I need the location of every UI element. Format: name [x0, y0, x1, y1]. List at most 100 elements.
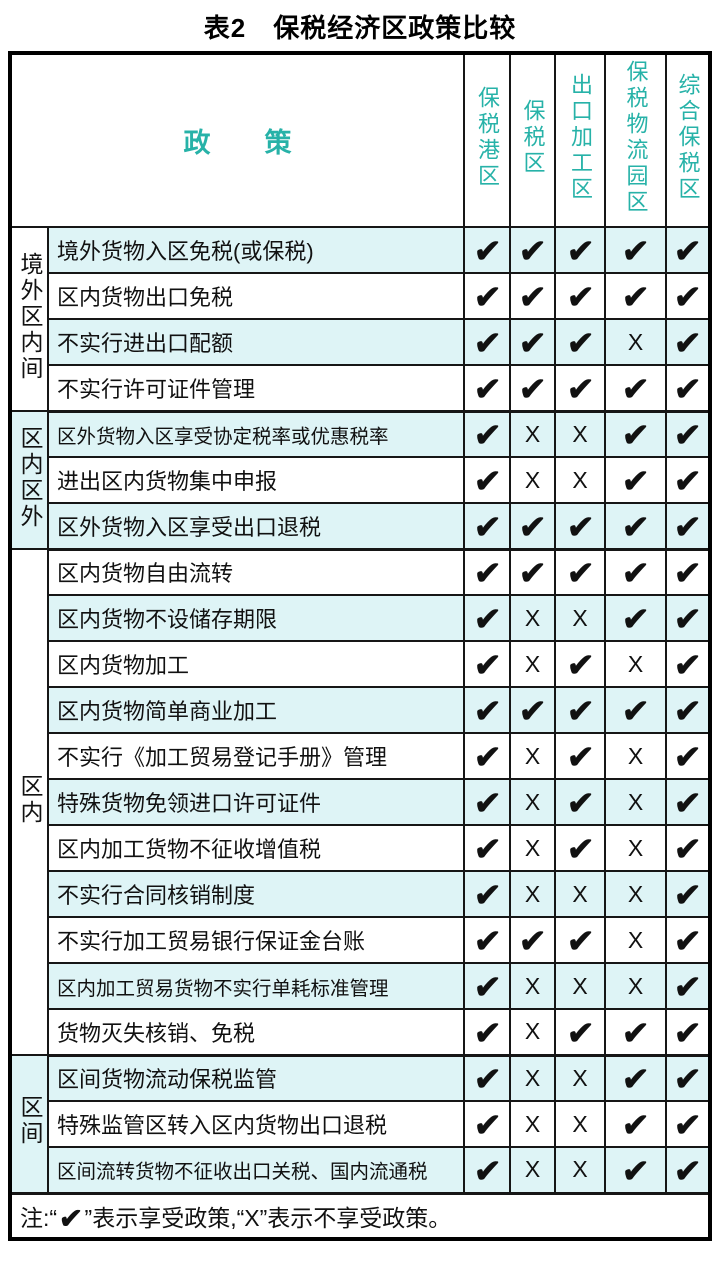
check-mark: ✔	[672, 370, 703, 407]
mark-cell: X	[554, 456, 606, 504]
mark-cell: ✔	[604, 502, 667, 551]
mark-cell: ✔	[463, 410, 511, 458]
check-mark: ✔	[620, 279, 651, 315]
check-mark: ✔	[672, 508, 703, 545]
check-mark: ✔	[565, 508, 595, 545]
policy-label: 货物灭失核销、免税	[47, 1008, 465, 1057]
x-mark: X	[627, 972, 644, 999]
mark-cell: ✔	[604, 1146, 667, 1195]
x-mark: X	[524, 972, 541, 999]
check-mark: ✔	[672, 877, 703, 913]
policy-label: 区外货物入区享受出口退税	[47, 502, 465, 551]
policy-row: 境外区内间 境外货物入区免税(或保税) ✔ ✔ ✔ ✔ ✔	[9, 226, 711, 412]
check-mark: ✔	[672, 785, 703, 821]
check-mark: ✔	[620, 463, 651, 499]
policy-label: 特殊监管区转入区内货物出口退税	[47, 1100, 465, 1148]
check-mark: ✔	[472, 508, 502, 545]
check-mark: ✔	[620, 370, 651, 407]
mark-cell: X	[509, 1100, 556, 1148]
x-mark: X	[572, 880, 588, 907]
mark-cell: ✔	[665, 824, 711, 872]
mark-cell: ✔	[463, 364, 511, 413]
x-mark: X	[524, 742, 541, 769]
mark-cell: ✔	[463, 640, 511, 688]
mark-cell: ✔	[463, 870, 511, 918]
zone-column-header: 保税区	[509, 52, 556, 228]
check-mark: ✔	[565, 923, 595, 959]
mark-cell: ✔	[665, 1008, 711, 1057]
x-mark: X	[524, 880, 541, 907]
zone-column-header-label: 综合保税区	[675, 73, 701, 203]
zone-column-header-label: 保税港区	[475, 86, 500, 190]
check-mark: ✔	[620, 1061, 651, 1098]
policy-comparison-table: 政 策保税港区 保税区 出口加工区 保税物流园区 综合保税区 境外区内间 境外货物入区免税(…	[8, 51, 712, 1241]
policy-row: 区内区外 区外货物入区享受协定税率或优惠税率 ✔ X X ✔ ✔	[9, 410, 711, 550]
mark-cell: ✔	[554, 916, 606, 964]
check-mark: ✔	[472, 785, 502, 821]
policy-label: 区内货物自由流转	[47, 548, 465, 596]
check-mark: ✔	[472, 739, 502, 775]
check-mark: ✔	[472, 923, 502, 959]
policy-row: 特殊货物免领进口许可证件 ✔ X ✔ X ✔	[10, 778, 711, 826]
check-mark: ✔	[472, 1152, 502, 1189]
policy-row: 不实行进出口配额 ✔ ✔ ✔ X ✔	[10, 318, 711, 366]
mark-cell: ✔	[463, 226, 511, 274]
x-mark: X	[572, 1110, 588, 1137]
x-mark: X	[524, 466, 541, 493]
mark-cell: ✔	[604, 594, 667, 642]
x-mark: X	[627, 788, 644, 815]
mark-cell: ✔	[554, 226, 606, 274]
mark-cell: X	[509, 1054, 556, 1102]
zone-column-header-label: 保税物流园区	[623, 60, 649, 216]
x-mark: X	[572, 972, 588, 999]
check-mark: ✔	[620, 1014, 651, 1051]
mark-cell: ✔	[665, 548, 711, 596]
check-mark: ✔	[565, 370, 595, 407]
x-mark: X	[524, 1156, 541, 1183]
mark-cell: ✔	[554, 778, 606, 826]
mark-cell: ✔	[665, 962, 711, 1010]
x-mark: X	[524, 1110, 541, 1137]
x-mark: X	[572, 466, 588, 493]
x-mark: X	[572, 1156, 588, 1183]
check-mark: ✔	[517, 555, 548, 592]
policy-row: 区外货物入区享受出口退税 ✔ ✔ ✔ ✔ ✔	[10, 502, 711, 551]
policy-label: 不实行加工贸易银行保证金台账	[47, 916, 465, 964]
policy-label: 区间货物流动保税监管	[47, 1054, 465, 1102]
mark-cell: X	[554, 962, 606, 1010]
mark-cell: ✔	[665, 364, 711, 413]
check-mark: ✔	[672, 1014, 703, 1051]
check-mark: ✔	[672, 647, 703, 683]
table-title: 表2 保税经济区政策比较	[203, 13, 517, 43]
mark-cell: X	[509, 824, 556, 872]
mark-cell: ✔	[665, 410, 711, 458]
mark-cell: X	[554, 410, 606, 458]
mark-cell: X	[554, 870, 606, 918]
note-text-suffix: ”表示享受政策,“X”表示不享受政策。	[84, 1204, 452, 1231]
mark-cell: ✔	[554, 502, 606, 551]
mark-cell: ✔	[463, 594, 511, 642]
check-mark: ✔	[472, 1014, 502, 1051]
check-mark: ✔	[672, 1107, 703, 1143]
group-cell: 区内	[9, 548, 49, 1056]
x-mark: X	[572, 1064, 588, 1091]
mark-cell: ✔	[665, 916, 711, 964]
policy-label: 境外货物入区免税(或保税)	[47, 226, 465, 274]
mark-cell: ✔	[509, 272, 556, 320]
mark-cell: ✔	[604, 548, 667, 596]
policy-label: 不实行合同核销制度	[47, 870, 465, 918]
check-mark: ✔	[517, 325, 548, 361]
check-mark: ✔	[472, 693, 502, 729]
mark-cell: ✔	[463, 686, 511, 734]
policy-row: 区间流转货物不征收出口关税、国内流通税 ✔ X X ✔ ✔	[10, 1146, 711, 1195]
check-mark: ✔	[517, 508, 548, 545]
check-mark: ✔	[672, 417, 703, 454]
mark-cell: ✔	[463, 824, 511, 872]
mark-cell: ✔	[509, 548, 556, 596]
zone-column-header-label: 保税区	[520, 99, 546, 177]
check-mark: ✔	[517, 923, 548, 959]
x-mark: X	[524, 650, 541, 677]
x-mark: X	[627, 880, 644, 907]
x-mark: X	[524, 788, 541, 815]
policy-row: 区内加工货物不征收增值税 ✔ X ✔ X ✔	[10, 824, 711, 872]
